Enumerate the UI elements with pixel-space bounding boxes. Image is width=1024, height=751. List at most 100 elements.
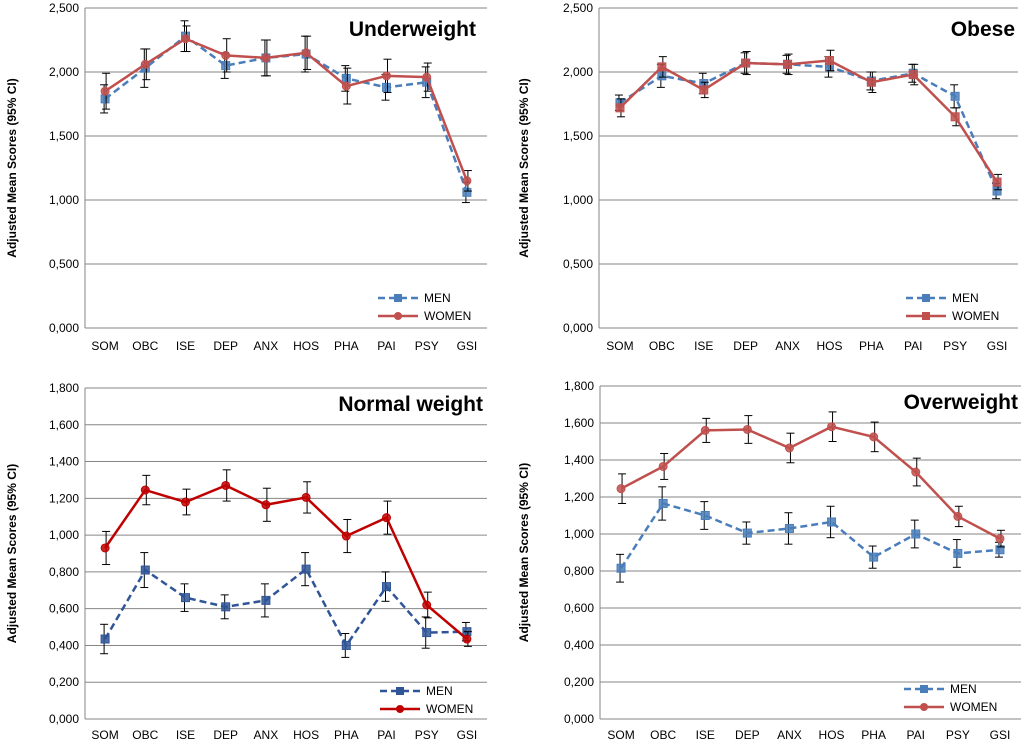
y-tick-label: 1,000 [49,193,79,207]
chart-underweight: 0,000 0,500 1,000 1,500 2,000 2,500 SOM OBC ISE D… [0,0,512,373]
data-point-women [100,86,110,96]
series-line-women [619,59,999,183]
x-tick-label: SOM [607,728,634,742]
data-point-men [261,595,271,605]
y-tick-label: 0,800 [564,564,594,578]
data-point-women [908,70,918,80]
legend-label: MEN [950,682,977,696]
data-point-women [657,62,667,72]
x-tick-label: ANX [254,728,279,742]
y-tick-label: 1,600 [564,416,594,430]
data-point-women [382,513,391,523]
x-tick-label: GSI [987,339,1008,353]
y-tick-label: 0,400 [49,638,79,652]
y-tick-label: 1,800 [564,379,594,393]
data-point-men [992,186,1002,196]
data-point-women [827,422,837,432]
data-point-men [950,91,960,101]
data-point-women [783,59,793,69]
data-point-men [616,563,626,573]
data-point-men [911,529,921,539]
series-line-men [104,567,467,648]
chart-overweight: 0,000 0,200 0,400 0,600 0,800 1,000 1,200 1,400… [512,373,1024,746]
y-axis-label: Adjusted Mean Scores (95% CI) [5,464,19,643]
series-line-women [104,484,468,640]
x-tick-label: PSY [943,339,967,353]
data-point-men [221,602,231,612]
legend-label: WOMEN [424,309,471,323]
data-point-women [700,425,710,435]
chart-underweight-svg: 0,000 0,500 1,000 1,500 2,000 2,500 SOM OBC ISE D… [5,1,487,353]
y-tick-label: 0,500 [49,257,79,271]
data-point-women [742,424,752,434]
legend-label: WOMEN [950,700,997,714]
x-tick-label: ISE [176,728,195,742]
data-point-women [422,600,432,610]
legend-label: MEN [424,291,451,305]
x-tick-label: HOS [293,339,319,353]
legend-label: MEN [952,291,979,305]
legend-marker [920,685,928,693]
chart-title: Underweight [349,18,476,41]
x-tick-label: HOS [816,339,842,353]
x-tick-label: OBC [650,728,676,742]
series-line-women [620,425,1001,540]
y-tick-label: 1,500 [563,129,593,143]
chart-obese: 0,000 0,500 1,000 1,500 2,000 2,500 SOM OBC ISE D… [512,0,1024,373]
x-tick-label: PHA [334,339,359,353]
data-point-women [261,500,271,510]
data-point-men [784,523,794,533]
y-tick-label: 2,000 [49,65,79,79]
x-tick-label: DEP [213,728,238,742]
data-point-women [784,443,794,453]
data-point-men [700,511,710,520]
y-tick-label: 0,000 [49,712,79,726]
x-tick-label: PHA [859,339,884,353]
legend-marker [396,705,404,713]
x-tick-label: PAI [904,339,922,353]
y-tick-label: 2,500 [49,1,79,15]
x-tick-label: SOM [91,339,118,353]
y-tick-label: 1,400 [564,453,594,467]
x-tick-label: OBC [132,339,158,353]
chart-obese-svg: 0,000 0,500 1,000 1,500 2,000 2,500 SOM OBC ISE D… [517,1,1018,353]
x-tick-label: PSY [415,339,439,353]
legend-label: WOMEN [426,702,473,716]
x-tick-label: GSI [990,728,1011,742]
data-point-women [869,432,879,442]
x-tick-label: PHA [334,728,359,742]
data-point-women [181,34,190,44]
y-tick-label: 0,000 [49,321,79,335]
chart-title: Overweight [904,391,1018,414]
data-point-women [699,85,709,95]
y-tick-label: 1,000 [49,528,79,542]
data-point-men [658,498,668,508]
data-point-men [100,94,110,104]
data-point-women [462,634,472,644]
legend-marker [920,703,928,711]
y-tick-label: 0,600 [564,601,594,615]
y-tick-label: 1,200 [49,491,79,505]
data-point-women [866,77,876,87]
legend-label: MEN [426,684,453,698]
x-tick-label: ANX [775,339,800,353]
x-tick-label: DEP [213,339,238,353]
data-point-women [992,177,1002,187]
data-point-men [301,564,311,574]
chart-normal-weight: 0,000 0,200 0,400 0,600 0,800 1,000 1,200 1,400… [0,373,512,746]
y-tick-label: 1,800 [49,381,79,395]
data-point-women [140,485,150,495]
y-tick-label: 0,400 [564,638,594,652]
legend-label: WOMEN [952,309,999,323]
y-tick-label: 0,500 [563,257,593,271]
x-tick-label: HOS [293,728,319,742]
y-tick-label: 1,600 [49,418,79,432]
x-tick-label: GSI [457,728,478,742]
y-tick-label: 2,000 [563,65,593,79]
data-point-men [869,552,879,562]
data-point-men [657,71,667,81]
y-tick-label: 1,000 [564,527,594,541]
y-axis-label: Adjusted Mean Scores (95% CI) [517,463,531,642]
x-tick-label: PSY [415,728,439,742]
x-tick-label: ISE [176,339,195,353]
